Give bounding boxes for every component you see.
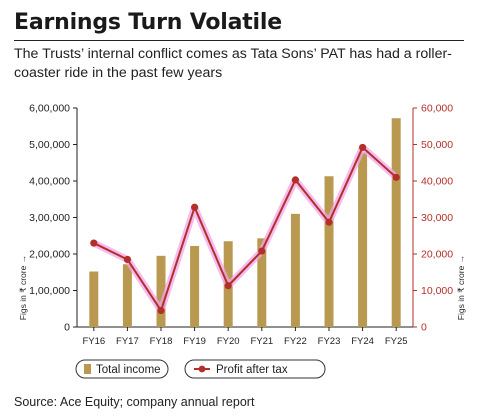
x-tick-label: FY25 — [385, 336, 408, 347]
x-tick-label: FY18 — [150, 336, 173, 347]
pat-point — [325, 218, 333, 226]
pat-point — [157, 306, 165, 315]
right-tick-label: 50,000 — [421, 139, 453, 151]
pat-point — [191, 203, 199, 211]
left-tick-label: 3,00,000 — [29, 212, 70, 224]
title-divider — [14, 40, 464, 41]
x-tick-label: FY24 — [351, 336, 374, 347]
bar-total-income — [156, 255, 166, 327]
legend-box-pat — [184, 359, 326, 379]
bar-total-income — [391, 118, 401, 327]
pat-point — [258, 247, 266, 255]
left-tick-label: 4,00,000 — [29, 176, 70, 188]
pat-point — [392, 173, 400, 181]
x-tick-label: FY17 — [116, 336, 139, 347]
right-tick-label: 0 — [421, 322, 427, 334]
x-tick-label: FY23 — [318, 336, 341, 347]
bar-total-income — [358, 152, 368, 327]
x-tick-label: FY20 — [217, 336, 240, 347]
pat-point — [123, 255, 131, 264]
right-tick-label: 40,000 — [421, 176, 453, 188]
bar-total-income — [190, 245, 200, 327]
bar-total-income — [257, 238, 267, 327]
bar-total-income — [89, 271, 99, 327]
left-tick-label: 6,00,000 — [29, 103, 70, 115]
legend-swatch-total-income — [84, 364, 91, 374]
chart-subtitle: The Trusts’ internal conflict comes as T… — [14, 46, 452, 81]
bar-total-income — [290, 213, 300, 327]
pat-point — [224, 282, 232, 290]
left-axis-label: Figs in ₹ crore → — [18, 255, 28, 320]
pat-point — [359, 143, 367, 152]
left-tick-label: 0 — [64, 322, 70, 334]
x-tick-label: FY16 — [82, 336, 105, 347]
right-tick-label: 10,000 — [421, 285, 453, 297]
right-axis-label: Figs in ₹ crore → — [456, 255, 466, 320]
x-tick-label: FY21 — [250, 336, 273, 347]
right-tick-label: 30,000 — [421, 212, 453, 224]
chart-title: Earnings Turn Volatile — [14, 10, 282, 35]
pat-point — [90, 239, 98, 247]
legend-label-pat: Profit after tax — [216, 364, 288, 376]
legend-label-total-income: Total income — [96, 364, 161, 376]
source-note: Source: Ace Equity; company annual repor… — [14, 395, 255, 409]
legend-box-total-income — [75, 359, 169, 379]
bar-total-income — [122, 264, 132, 327]
legend-swatch-dot-pat — [198, 365, 206, 373]
right-tick-label: 60,000 — [421, 103, 453, 115]
left-tick-label: 2,00,000 — [29, 249, 70, 261]
right-tick-label: 20,000 — [421, 249, 453, 261]
bar-total-income — [324, 176, 334, 327]
pat-line — [93, 146, 397, 312]
left-tick-label: 5,00,000 — [29, 139, 70, 151]
x-tick-label: FY19 — [183, 336, 206, 347]
left-tick-label: 1,00,000 — [29, 285, 70, 297]
pat-point — [291, 176, 299, 184]
x-tick-label: FY22 — [284, 336, 307, 347]
